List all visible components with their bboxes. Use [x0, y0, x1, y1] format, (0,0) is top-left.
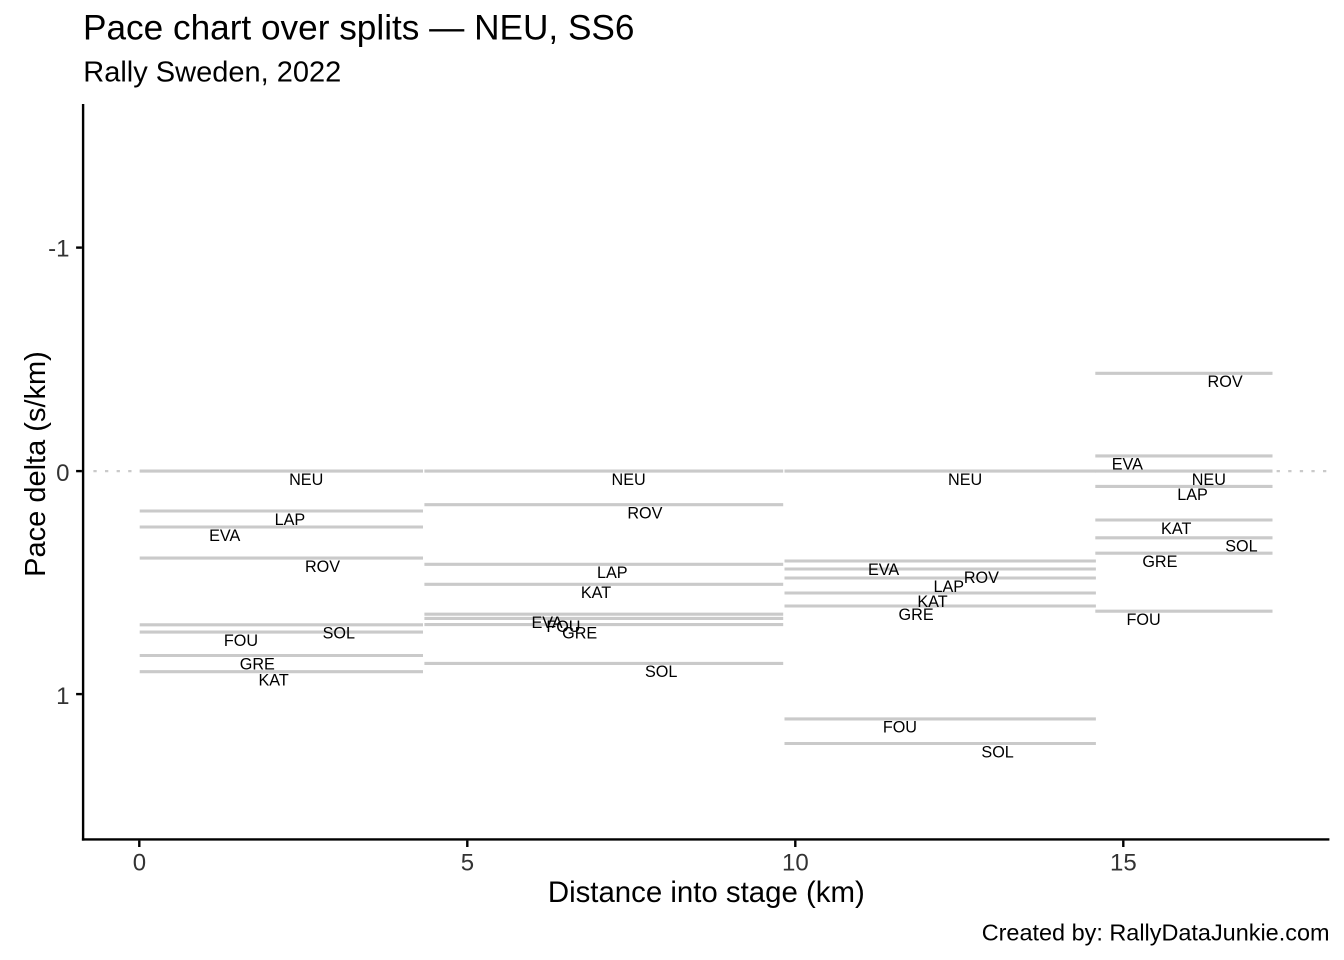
- svg-text:SOL: SOL: [645, 663, 677, 681]
- svg-text:Created by: RallyDataJunkie.co: Created by: RallyDataJunkie.com: [982, 919, 1330, 945]
- svg-text:EVA: EVA: [531, 614, 562, 632]
- svg-text:NEU: NEU: [289, 471, 323, 489]
- svg-text:Pace chart over splits — NEU,: Pace chart over splits — NEU, SS6: [83, 9, 634, 48]
- svg-text:LAP: LAP: [1177, 486, 1208, 504]
- svg-text:LAP: LAP: [933, 578, 964, 596]
- svg-text:ROV: ROV: [964, 569, 999, 587]
- svg-text:EVA: EVA: [868, 561, 899, 579]
- svg-text:NEU: NEU: [612, 471, 646, 489]
- svg-text:GRE: GRE: [240, 655, 275, 673]
- svg-text:KAT: KAT: [1161, 520, 1191, 538]
- svg-text:Pace delta (s/km): Pace delta (s/km): [20, 351, 52, 577]
- svg-text:KAT: KAT: [917, 593, 947, 611]
- svg-text:Rally Sweden, 2022: Rally Sweden, 2022: [83, 57, 341, 89]
- svg-text:NEU: NEU: [948, 471, 982, 489]
- svg-text:KAT: KAT: [258, 672, 288, 690]
- svg-text:10: 10: [782, 850, 809, 877]
- svg-text:GRE: GRE: [1142, 553, 1177, 571]
- svg-text:SOL: SOL: [1225, 538, 1257, 556]
- svg-text:Distance into stage (km): Distance into stage (km): [548, 876, 865, 909]
- svg-text:EVA: EVA: [1112, 456, 1143, 474]
- svg-text:FOU: FOU: [1127, 611, 1161, 629]
- svg-text:ROV: ROV: [305, 558, 340, 576]
- svg-text:NEU: NEU: [1192, 471, 1226, 489]
- svg-text:SOL: SOL: [323, 625, 355, 643]
- svg-text:LAP: LAP: [597, 564, 628, 582]
- svg-text:1: 1: [56, 683, 69, 710]
- svg-text:KAT: KAT: [581, 584, 611, 602]
- svg-text:15: 15: [1110, 850, 1137, 877]
- svg-text:SOL: SOL: [981, 743, 1013, 761]
- svg-text:-1: -1: [48, 235, 69, 262]
- svg-text:5: 5: [461, 850, 474, 877]
- svg-text:0: 0: [56, 460, 69, 487]
- svg-text:ROV: ROV: [627, 505, 662, 523]
- svg-text:FOU: FOU: [546, 618, 580, 636]
- svg-text:0: 0: [133, 850, 146, 877]
- svg-text:ROV: ROV: [1208, 373, 1243, 391]
- svg-text:EVA: EVA: [209, 527, 240, 545]
- svg-text:GRE: GRE: [562, 624, 597, 642]
- svg-text:LAP: LAP: [275, 511, 306, 529]
- svg-text:FOU: FOU: [883, 719, 917, 737]
- svg-text:FOU: FOU: [224, 632, 258, 650]
- svg-text:GRE: GRE: [899, 606, 934, 624]
